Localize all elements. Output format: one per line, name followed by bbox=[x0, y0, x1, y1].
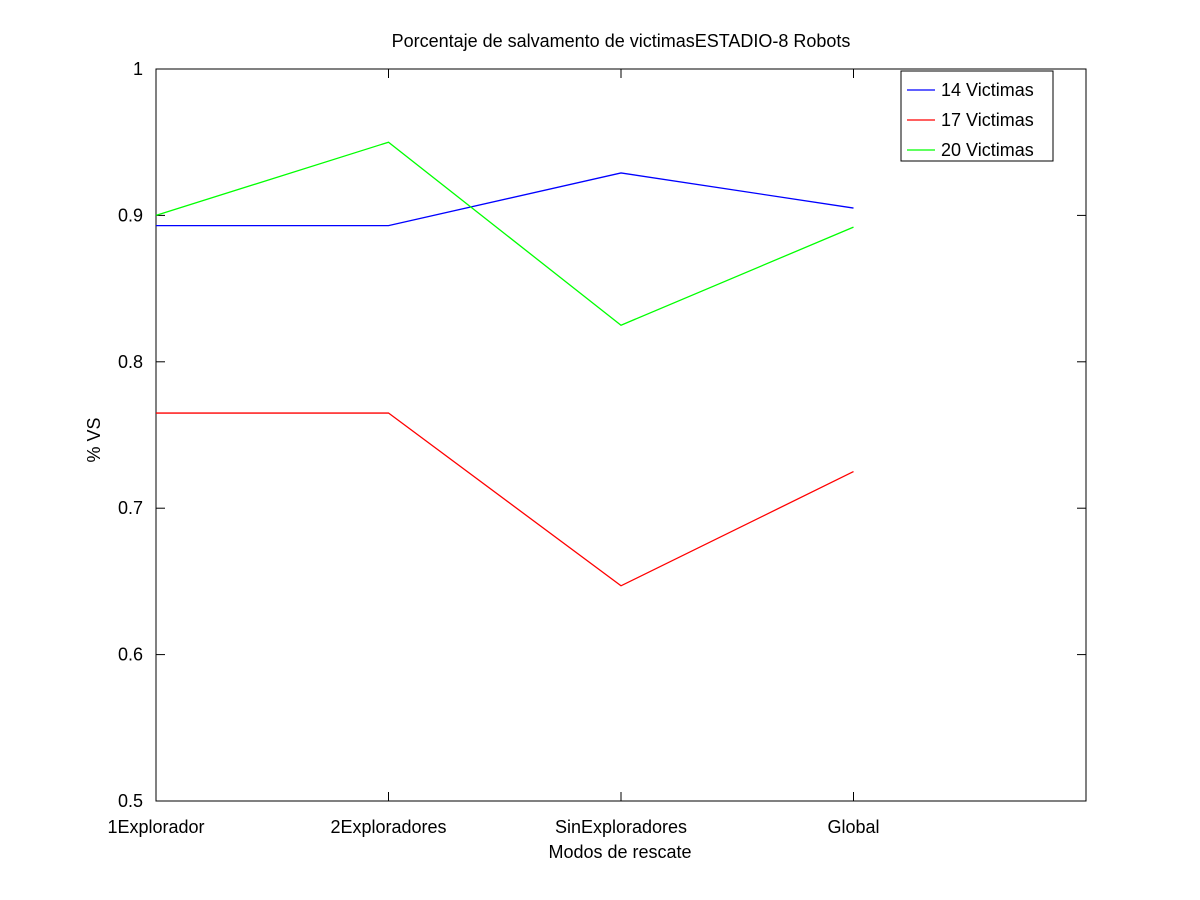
legend-box bbox=[900, 70, 1054, 162]
legend-label: 20 Victimas bbox=[941, 140, 1034, 160]
y-tick-label: 0.8 bbox=[118, 352, 143, 372]
y-tick-label: 0.7 bbox=[118, 498, 143, 518]
plot-area bbox=[155, 68, 1087, 802]
legend: 14 Victimas 17 Victimas 20 Victimas bbox=[900, 70, 1054, 162]
series-line-2 bbox=[155, 141, 854, 326]
axis-ticks: 0.5 0.6 0.7 0.8 0.9 1 1Explorador 2Exploradores… bbox=[107, 59, 1086, 837]
y-tick-label: 0.6 bbox=[118, 645, 143, 665]
x-axis-label: Modos de rescate bbox=[548, 842, 691, 862]
y-tick-label: 1 bbox=[133, 59, 143, 79]
y-tick-label: 0.5 bbox=[118, 791, 143, 811]
x-tick-label: SinExploradores bbox=[555, 817, 687, 837]
chart-title: Porcentaje de salvamento de victimasESTA… bbox=[392, 31, 851, 51]
y-tick-label: 0.9 bbox=[118, 205, 143, 225]
legend-label: 17 Victimas bbox=[941, 110, 1034, 130]
legend-label: 14 Victimas bbox=[941, 80, 1034, 100]
series-line-0 bbox=[156, 172, 854, 227]
series-lines bbox=[155, 141, 854, 587]
y-axis-label: % VS bbox=[84, 417, 104, 462]
x-tick-label: 2Exploradores bbox=[330, 817, 446, 837]
x-tick-label: Global bbox=[827, 817, 879, 837]
x-tick-label: 1Explorador bbox=[107, 817, 204, 837]
series-line-1 bbox=[156, 412, 854, 587]
